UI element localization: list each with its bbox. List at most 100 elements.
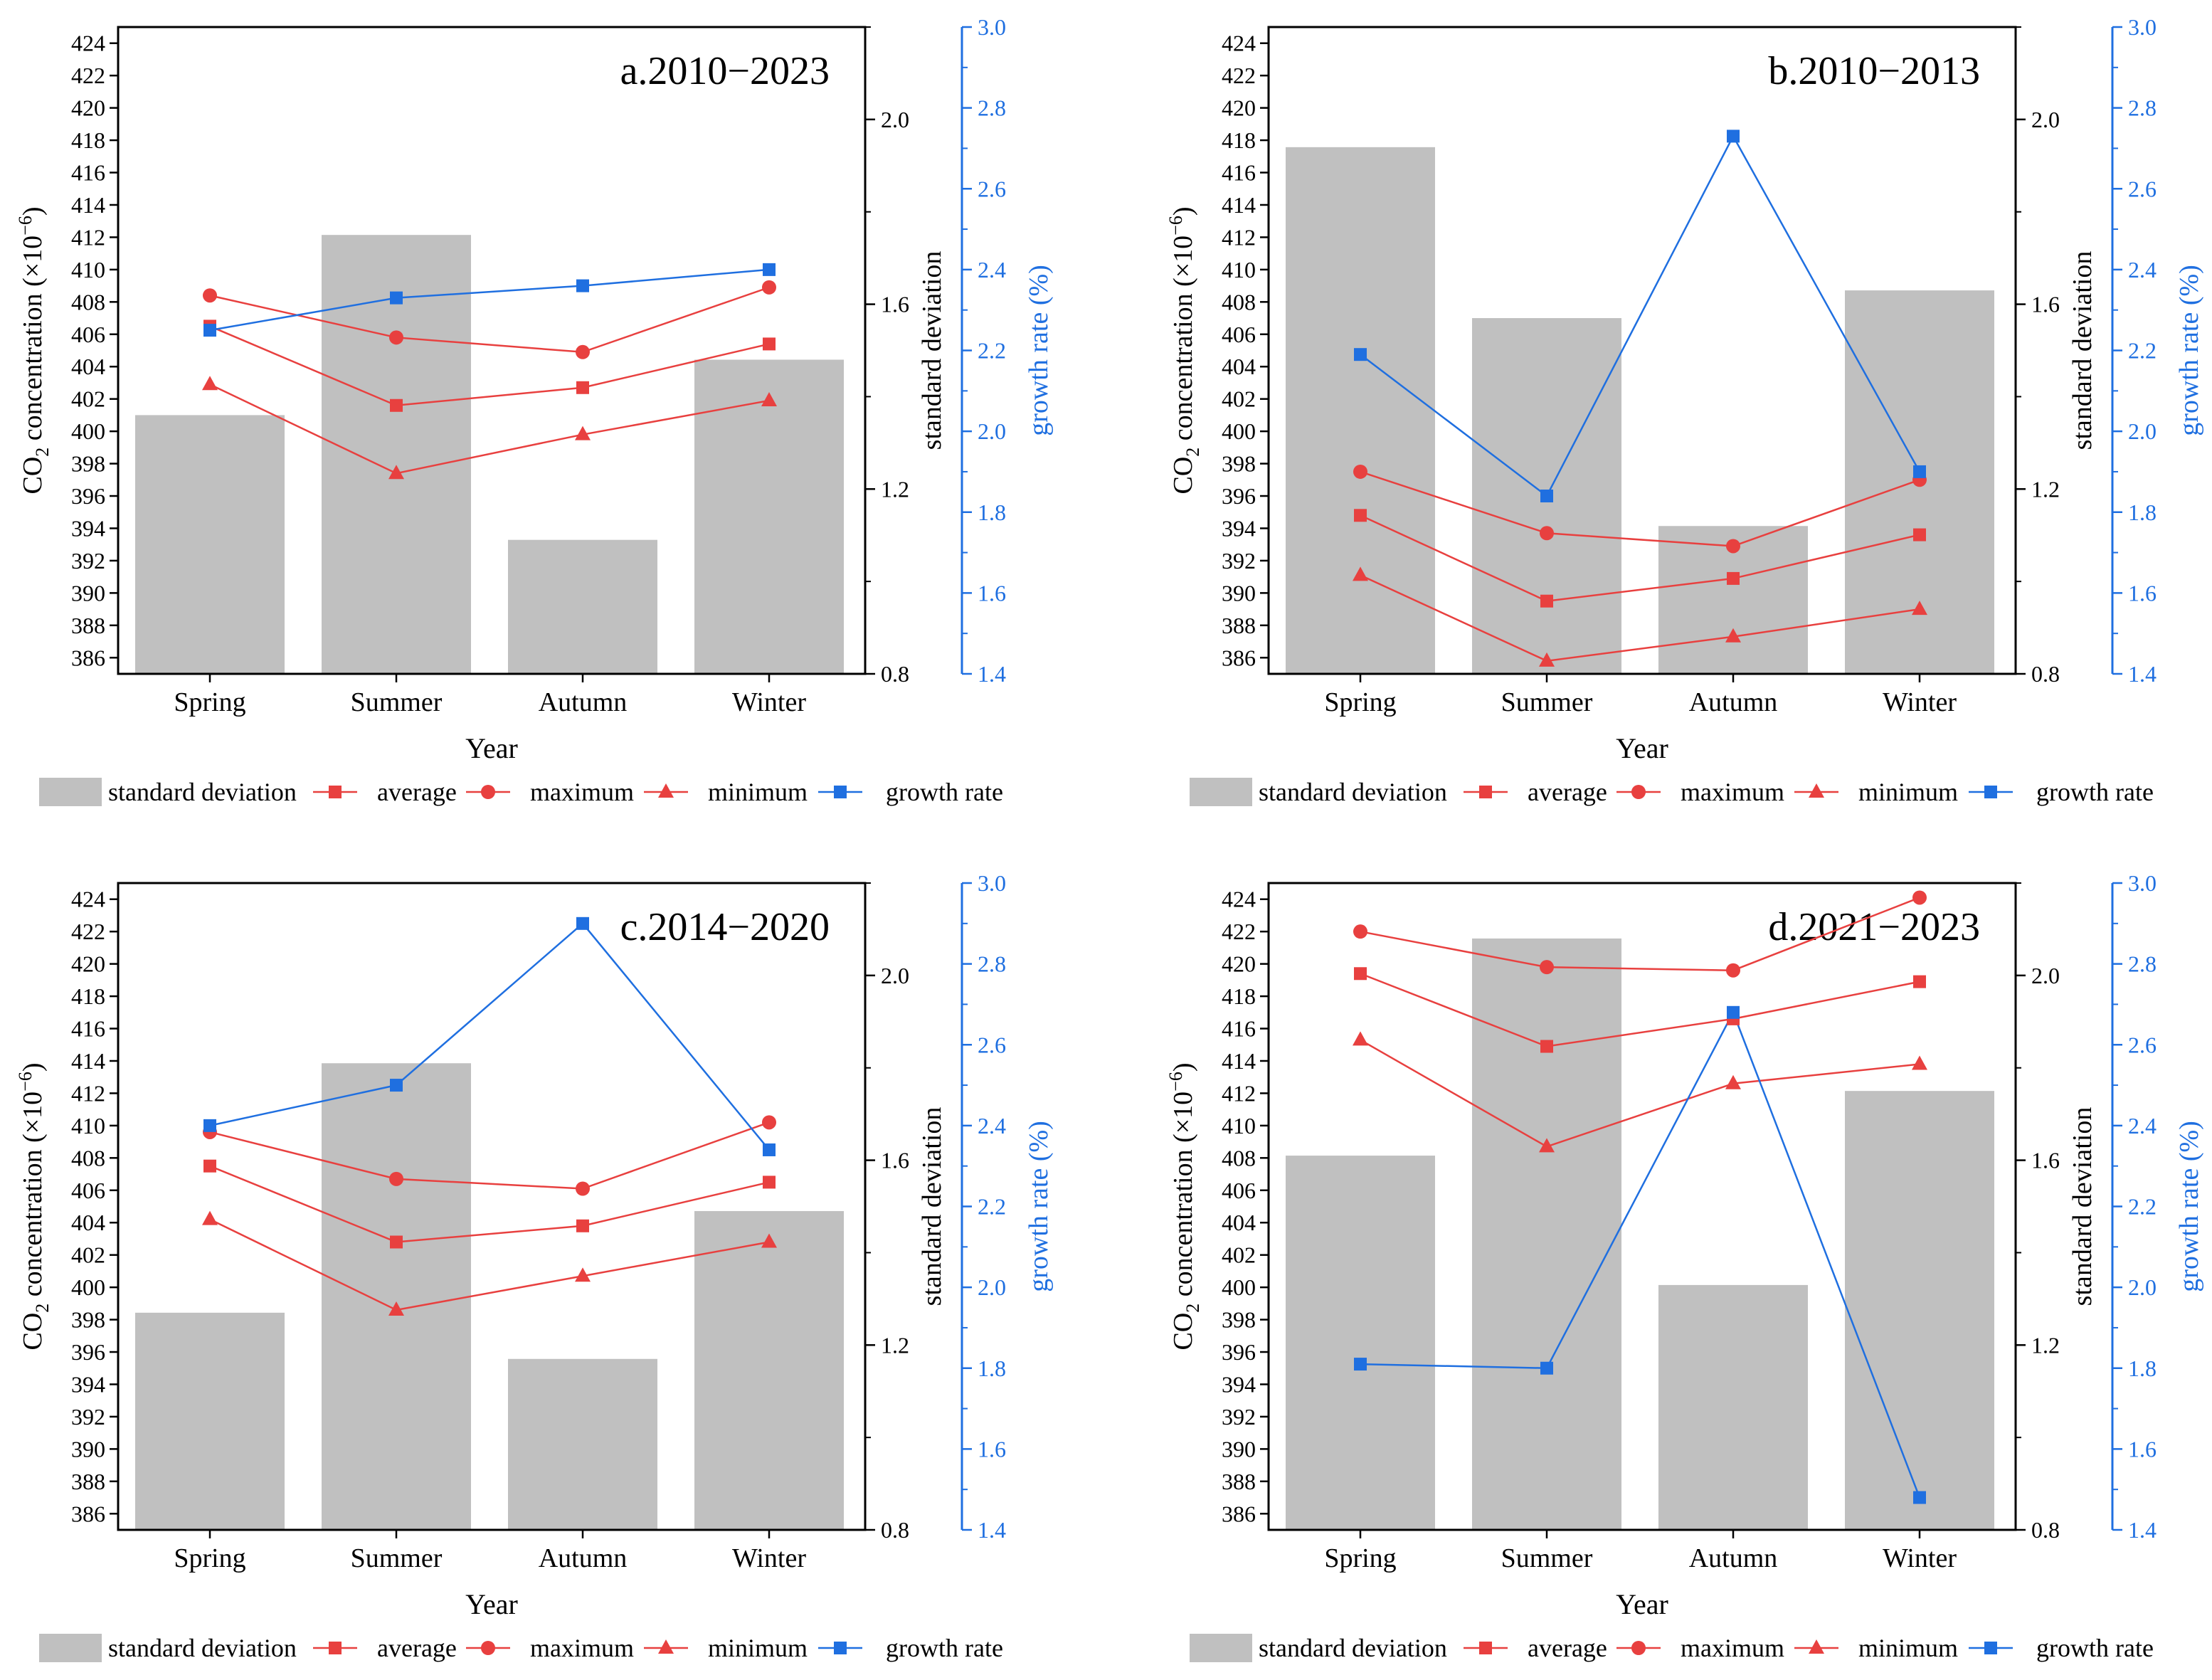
legend-marker-max (481, 1641, 495, 1655)
minimum-point-summer (1539, 1138, 1555, 1153)
x-tick-label: Autumn (1689, 1543, 1778, 1573)
left-tick-label: 406 (71, 1178, 105, 1203)
x-tick-label: Spring (174, 1543, 245, 1573)
average-point-winter (763, 1176, 776, 1189)
growth-point-winter (1913, 465, 1926, 478)
average-point-winter (1913, 975, 1926, 988)
panel-title: c.2014−2020 (620, 905, 830, 949)
y-axis-title-left: CO2 concentration (×10−6) (15, 1062, 53, 1350)
y-axis-title-growth: growth rate (%) (2174, 265, 2204, 436)
left-tick-label: 424 (1222, 887, 1256, 912)
panel-title: a.2010−2023 (620, 49, 830, 93)
left-tick-label: 396 (1222, 483, 1256, 509)
average-point-winter (1913, 528, 1926, 541)
average-point-autumn (1727, 571, 1740, 585)
legend-label-avg: average (1528, 778, 1607, 806)
left-tick-label: 412 (71, 1080, 105, 1106)
left-tick-label: 418 (71, 127, 105, 153)
left-tick-label: 396 (1222, 1339, 1256, 1365)
legend-label-growth: growth rate (2036, 778, 2154, 806)
left-tick-label: 416 (71, 160, 105, 186)
minimum-point-summer (388, 465, 404, 480)
x-tick-label: Winter (1883, 687, 1957, 717)
x-tick-label: Autumn (1689, 687, 1778, 717)
growth-tick-label: 2.0 (2128, 1274, 2157, 1300)
growth-tick-label: 2.8 (2128, 951, 2157, 977)
y-axis-title-part: 2 (32, 448, 53, 457)
left-tick-label: 402 (1222, 1242, 1256, 1268)
y-axis-title-part: ) (1168, 206, 1198, 216)
x-tick-label: Summer (351, 1543, 443, 1573)
legend-swatch-std (1190, 1634, 1252, 1662)
left-tick-label: 388 (71, 1469, 105, 1494)
left-tick-label: 416 (1222, 160, 1256, 186)
legend-label-avg: average (377, 778, 457, 806)
legend-marker-avg (329, 786, 342, 798)
std-bar-autumn (508, 539, 657, 674)
y-axis-title-growth: growth rate (%) (1024, 1121, 1054, 1292)
std-tick-label: 2.0 (881, 963, 909, 988)
x-axis-title: Year (1616, 1588, 1668, 1620)
legend-label-std: standard deviation (1259, 778, 1447, 806)
panel-title: b.2010−2013 (1768, 49, 1980, 93)
left-tick-label: 414 (1222, 192, 1256, 218)
std-tick-label: 1.6 (2031, 292, 2060, 317)
std-bar-spring (135, 415, 285, 674)
left-tick-label: 406 (1222, 1178, 1256, 1203)
chart-panel-2: 386 388 390 392 394 396 398 400 402 404 406 408 410 4… (1165, 14, 2204, 806)
y-axis-title-part: concentration (×10 (1168, 1092, 1198, 1304)
minimum-point-summer (388, 1301, 404, 1316)
legend-swatch-std (39, 778, 102, 806)
left-tick-label: 394 (71, 1371, 105, 1397)
y-axis-title-part: concentration (×10 (1168, 236, 1198, 448)
average-point-winter (763, 337, 776, 351)
std-bar-autumn (508, 1358, 657, 1530)
legend-marker-avg (1479, 1642, 1492, 1654)
minimum-point-autumn (1725, 628, 1741, 643)
plot-frame (1267, 26, 2017, 675)
average-point-summer (390, 1235, 403, 1249)
left-tick-label: 424 (71, 887, 105, 912)
left-tick-label: 410 (71, 1113, 105, 1139)
y-axis-title-left: CO2 concentration (×10−6) (1165, 206, 1203, 494)
growth-point-autumn (1727, 1005, 1740, 1019)
std-tick-label: 0.8 (2031, 1517, 2060, 1543)
std-tick-label: 0.8 (881, 1517, 909, 1543)
maximum-point-winter (762, 1115, 776, 1130)
left-tick-label: 398 (1222, 1307, 1256, 1333)
left-tick-label: 416 (1222, 1016, 1256, 1042)
left-tick-label: 422 (1222, 63, 1256, 88)
left-tick-label: 402 (1222, 386, 1256, 412)
left-tick-label: 416 (71, 1016, 105, 1042)
y-axis-title-std: standard deviation (917, 251, 947, 450)
legend-label-min: minimum (708, 1634, 808, 1662)
chart-panel-1: 386 388 390 392 394 396 398 400 402 404 406 408 410 4… (15, 14, 1054, 806)
minimum-point-summer (1539, 652, 1555, 667)
minimum-point-winter (761, 1233, 777, 1248)
left-tick-label: 408 (1222, 1145, 1256, 1171)
y-axis-title-part: −6 (1165, 1072, 1186, 1092)
average-line (1360, 514, 1920, 603)
average-point-spring (203, 1159, 216, 1173)
growth-tick-label: 1.4 (978, 661, 1006, 687)
chart-panel-4: 386 388 390 392 394 396 398 400 402 404 406 408 410 4… (1165, 870, 2204, 1662)
growth-tick-label: 2.4 (978, 257, 1006, 282)
left-tick-label: 400 (1222, 1274, 1256, 1300)
growth-tick-label: 2.8 (978, 95, 1006, 121)
growth-tick-label: 3.0 (978, 14, 1006, 40)
plot-frame (117, 26, 867, 675)
y-axis-title-growth: growth rate (%) (1024, 265, 1054, 436)
maximum-point-spring (1353, 464, 1367, 479)
minimum-line (209, 384, 770, 475)
legend-marker-max (1631, 785, 1646, 799)
y-axis-title-part: 2 (1182, 448, 1203, 457)
growth-tick-label: 3.0 (2128, 870, 2157, 896)
minimum-point-autumn (575, 1267, 591, 1282)
minimum-line (209, 1218, 770, 1311)
growth-point-autumn (576, 279, 589, 292)
y-axis-title-part: CO (18, 1313, 48, 1351)
left-tick-label: 422 (71, 919, 105, 944)
left-tick-label: 402 (71, 386, 105, 412)
growth-tick-label: 2.0 (2128, 418, 2157, 444)
